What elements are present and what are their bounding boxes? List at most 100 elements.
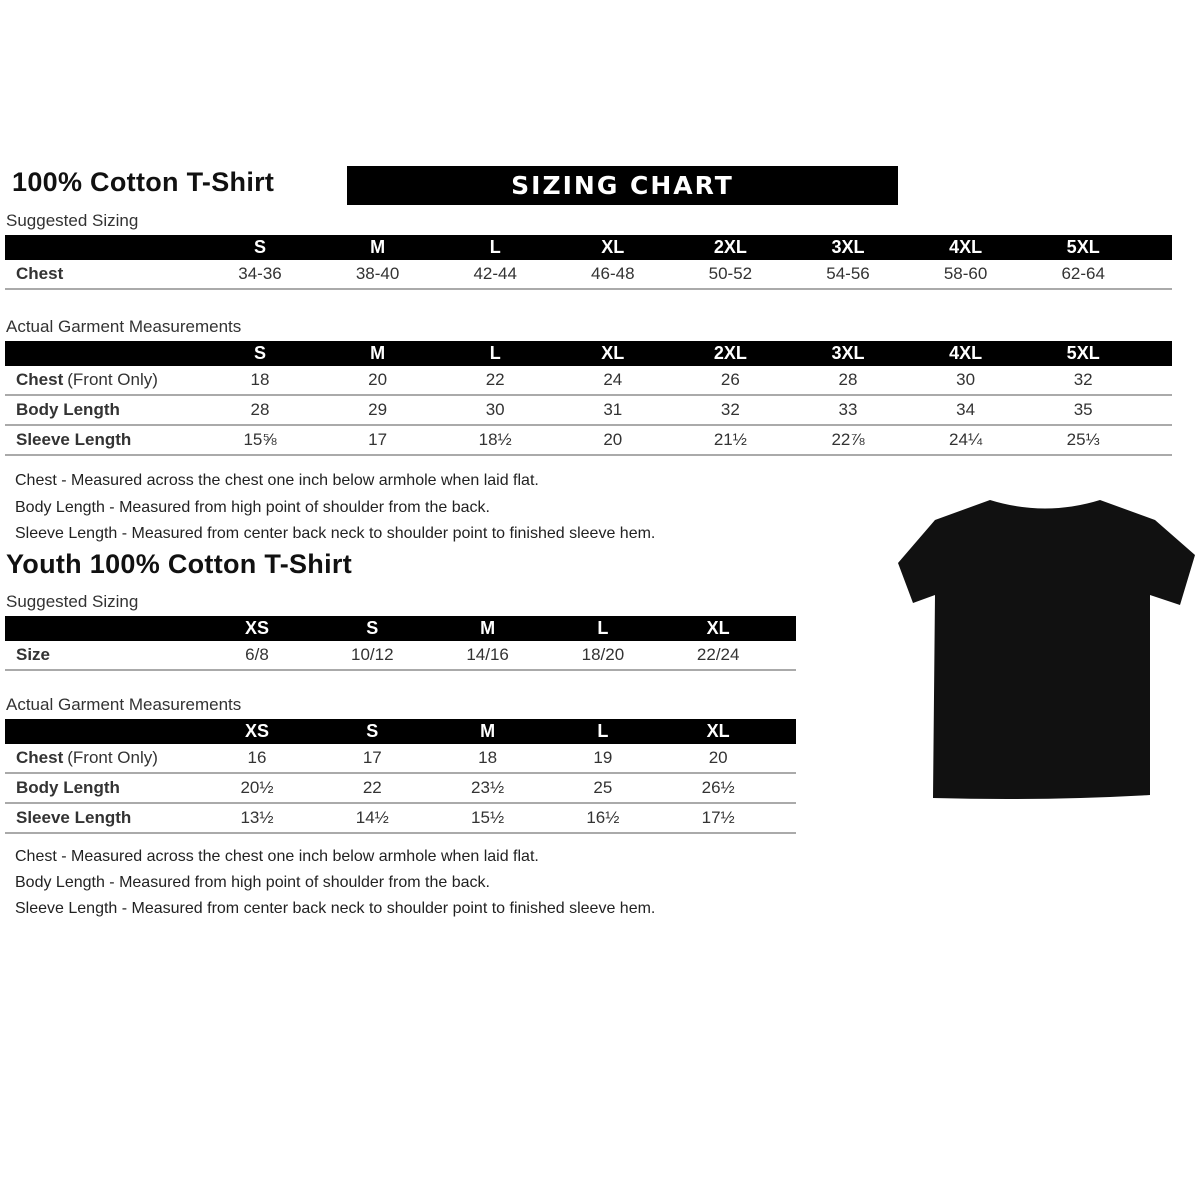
row-label: Body Length [16, 400, 120, 420]
size-header: L [597, 618, 609, 638]
cell-value: 20½ [240, 778, 274, 797]
cell-value: 18 [250, 370, 270, 389]
row-label-text: Chest [16, 264, 64, 283]
size-header: 2XL [713, 343, 747, 363]
cell-value: 32 [1073, 370, 1093, 389]
cell-value: 20 [708, 748, 728, 767]
size-header: M [480, 618, 496, 638]
cell-value: 10/12 [351, 645, 394, 664]
tshirt-image [898, 500, 1195, 799]
size-header: L [489, 343, 501, 363]
cell-value: 34-36 [238, 264, 282, 283]
cell-value: 14½ [355, 808, 389, 827]
table-row: Chest (Front Only) 18 20 22 24 26 28 30 32 [5, 366, 1172, 396]
adult-notes: Chest - Measured across the chest one in… [15, 468, 655, 548]
adult-suggested-label: Suggested Sizing [6, 211, 139, 230]
cell-value: 26½ [701, 778, 735, 797]
cell-value: 24 [603, 370, 623, 389]
cell-value: 31 [603, 400, 623, 419]
row-label-suffix: (Front Only) [67, 748, 158, 767]
size-header: S [366, 721, 379, 741]
cell-value: 35 [1073, 400, 1093, 419]
cell-value: 16 [247, 748, 267, 767]
row-label: Chest [16, 264, 63, 284]
youth-suggested-table: XS S M L XL Size 6/8 10/12 14/16 18/20 22/24 [5, 616, 796, 671]
cell-value: 18/20 [581, 645, 625, 664]
cell-value: 17 [368, 430, 388, 449]
row-label-text: Sleeve Length [16, 808, 132, 827]
cell-value: 28 [250, 400, 270, 419]
cell-value: 18½ [478, 430, 512, 449]
note-chest: Chest - Measured across the chest one in… [15, 848, 539, 865]
row-label-suffix: (Front Only) [67, 370, 158, 389]
size-header-row: S M L XL 2XL 3XL 4XL 5XL [5, 235, 1172, 260]
size-header: 3XL [831, 237, 865, 257]
row-label-text: Body Length [16, 400, 120, 419]
row-label-text: Chest [16, 748, 64, 767]
cell-value: 17½ [701, 808, 735, 827]
cell-value: 30 [485, 400, 505, 419]
size-header: XL [601, 343, 625, 363]
cell-value: 14/16 [466, 645, 509, 664]
cell-value: 6/8 [245, 645, 269, 664]
cell-value: 20 [603, 430, 623, 449]
cell-value: 29 [368, 400, 388, 419]
cell-value: 54-56 [826, 264, 870, 283]
size-header: M [370, 237, 386, 257]
cell-value: 22 [362, 778, 382, 797]
row-label: Sleeve Length [16, 808, 131, 828]
cell-value: 21½ [713, 430, 747, 449]
cell-value: 22/24 [696, 645, 740, 664]
row-label: Size [16, 645, 50, 665]
size-header: XL [601, 237, 625, 257]
size-header: M [480, 721, 496, 741]
size-header-row: XS S M L XL [5, 616, 796, 641]
cell-value: 15⅝ [243, 430, 277, 449]
size-header-row: XS S M L XL [5, 719, 796, 744]
cell-value: 42-44 [473, 264, 517, 283]
cell-value: 22⅞ [831, 430, 865, 449]
cell-value: 33 [838, 400, 858, 419]
youth-suggested-label: Suggested Sizing [6, 592, 139, 611]
youth-notes: Chest - Measured across the chest one in… [15, 844, 655, 922]
cell-value: 18 [478, 748, 498, 767]
adult-suggested-table: S M L XL 2XL 3XL 4XL 5XL Chest 34-36 38-40 42-44 46-… [5, 235, 1172, 290]
cell-value: 13½ [240, 808, 274, 827]
table-row: Sleeve Length 15⅝ 17 18½ 20 21½ 22⅞ 24¼ 25⅓ [5, 426, 1172, 456]
note-chest: Chest - Measured across the chest one in… [15, 472, 539, 489]
row-label-text: Size [16, 645, 51, 664]
cell-value: 24¼ [949, 430, 983, 449]
cell-value: 46-48 [591, 264, 635, 283]
size-header: 2XL [713, 237, 747, 257]
cell-value: 34 [956, 400, 976, 419]
size-header: S [366, 618, 379, 638]
size-header: 4XL [949, 237, 983, 257]
size-header: XS [244, 721, 270, 741]
note-body-length: Body Length - Measured from high point o… [15, 498, 490, 516]
row-label: Chest (Front Only) [16, 370, 158, 390]
note-sleeve-length: Sleeve Length - Measured from center bac… [15, 525, 656, 542]
cell-value: 38-40 [355, 264, 400, 283]
size-header: XL [706, 618, 730, 638]
table-row: Chest (Front Only) 16 17 18 19 20 [5, 744, 796, 774]
cell-value: 30 [956, 370, 976, 389]
cell-value: 32 [720, 400, 740, 419]
cell-value: 17 [362, 748, 382, 767]
table-row: Sleeve Length 13½ 14½ 15½ 16½ 17½ [5, 804, 796, 834]
cell-value: 25⅓ [1066, 430, 1100, 449]
size-header: 5XL [1066, 237, 1100, 257]
note-body-length: Body Length - Measured from high point o… [15, 874, 490, 891]
cell-value: 58-60 [943, 264, 988, 283]
cell-value: 16½ [586, 808, 620, 827]
youth-actual-label: Actual Garment Measurements [6, 695, 242, 714]
adult-actual-label: Actual Garment Measurements [6, 317, 242, 336]
size-header: 4XL [949, 343, 983, 363]
size-header: L [597, 721, 609, 741]
row-label: Chest (Front Only) [16, 748, 158, 768]
cell-value: 28 [838, 370, 858, 389]
cell-value: 19 [593, 748, 613, 767]
size-header: S [253, 237, 267, 257]
youth-title: Youth 100% Cotton T-Shirt [6, 549, 352, 579]
cell-value: 50-52 [708, 264, 753, 283]
size-header: L [489, 237, 501, 257]
